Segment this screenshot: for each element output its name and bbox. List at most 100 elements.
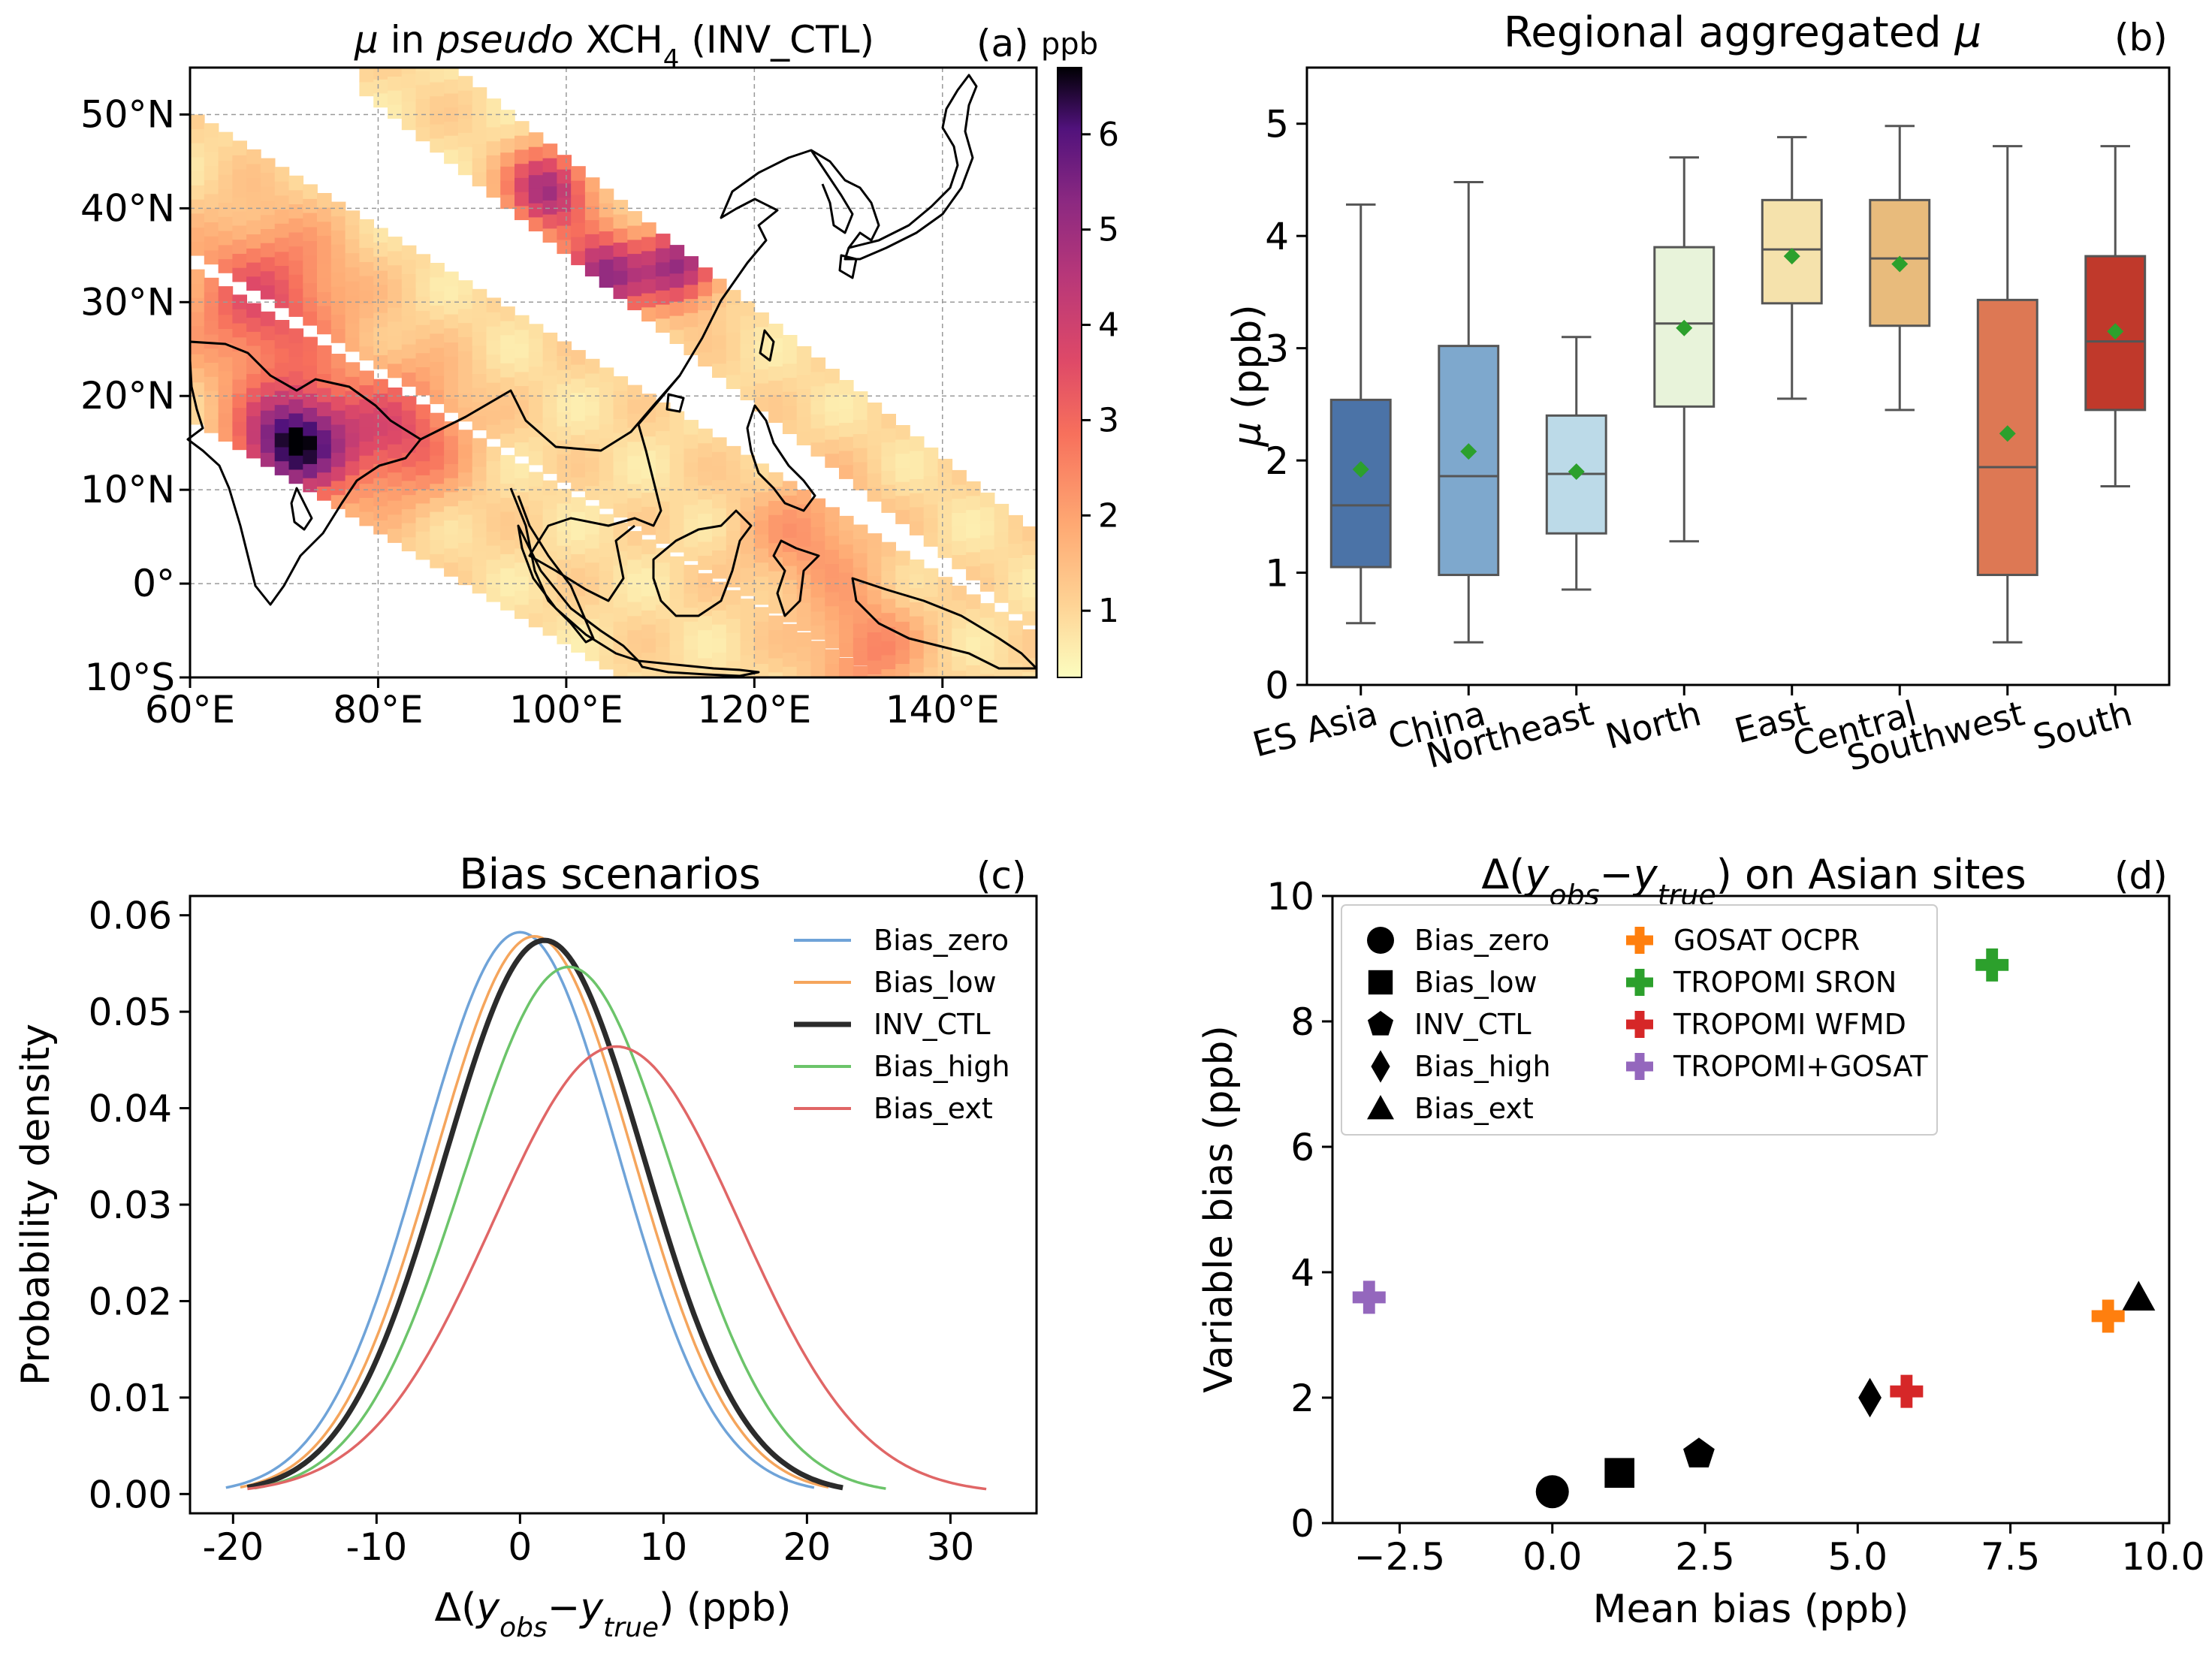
heatmap-cell-swath-2: [190, 128, 205, 143]
heatmap-cell-swath-3: [825, 649, 840, 664]
heatmap-cell-swath-1: [966, 495, 981, 511]
heatmap-cell-swath-3: [190, 283, 205, 298]
heatmap-cell-swath-3: [542, 522, 558, 538]
heatmap-cell-swath-1: [853, 475, 868, 490]
y-tick-label: 10°S: [85, 656, 175, 699]
heatmap-cell-swath-2: [542, 388, 558, 404]
heatmap-cell-swath-1: [937, 529, 953, 544]
heatmap-cell-swath-3: [740, 641, 756, 656]
mean-marker: [1460, 443, 1477, 460]
heatmap-cell-swath-3: [246, 331, 261, 346]
heatmap-cell-swath-2: [528, 351, 544, 367]
heatmap-cell-swath-2: [330, 314, 346, 329]
heatmap-cell-swath-1: [994, 517, 1009, 533]
heatmap-cell-swath-1: [740, 343, 756, 358]
heatmap-cell-swath-2: [542, 445, 558, 460]
panel-d: −2.5 0.0 2.5 5.0 7.5 10.0 0 2 4 6 8 10 Δ(yobs−ytrue…: [1197, 851, 2205, 1632]
heatmap-cell-swath-2: [613, 418, 629, 433]
legend-marker: [1367, 1095, 1394, 1120]
heatmap-cell-swath-2: [684, 518, 699, 533]
heatmap-cell-swath-2: [218, 244, 234, 260]
heatmap-cell-swath-2: [288, 218, 304, 233]
heatmap-cell-swath-1: [641, 292, 656, 308]
heatmap-cell-swath-1: [810, 385, 826, 400]
heatmap-cell-swath-2: [232, 239, 247, 254]
heatmap-cell-swath-2: [232, 140, 247, 155]
heatmap-cell-swath-3: [796, 646, 812, 662]
heatmap-cell-swath-3: [330, 396, 346, 411]
heatmap-cell-swath-1: [740, 385, 756, 400]
heatmap-cell-swath-3: [204, 291, 219, 307]
box-northeast: [1545, 336, 1607, 591]
heatmap-swaths: [190, 68, 1037, 678]
heatmap-cell-swath-3: [401, 522, 417, 538]
heatmap-cell-swath-1: [712, 335, 727, 350]
heatmap-cell-swath-1: [655, 318, 671, 333]
heatmap-cell-swath-2: [246, 177, 261, 192]
heatmap-cell-swath-3: [232, 379, 247, 394]
heatmap-cell-swath-1: [796, 416, 812, 432]
heatmap-cell-swath-3: [260, 382, 276, 397]
heatmap-cell-swath-3: [655, 646, 671, 662]
heatmap-cell-swath-1: [599, 245, 614, 260]
mean-marker: [2107, 323, 2124, 340]
heatmap-cell-swath-2: [726, 460, 741, 475]
heatmap-cell-swath-2: [359, 275, 374, 291]
heatmap-cell-swath-3: [486, 573, 502, 588]
heatmap-cell-swath-2: [895, 621, 910, 636]
heatmap-cell-swath-1: [641, 264, 656, 279]
heatmap-cell-swath-3: [486, 488, 502, 504]
heatmap-cell-swath-2: [528, 450, 544, 466]
heatmap-cell-swath-2: [909, 671, 925, 678]
heatmap-cell-swath-3: [542, 536, 558, 552]
heatmap-cell-swath-3: [232, 309, 247, 324]
coastline-sumatra: [517, 524, 640, 662]
heatmap-cell-swath-1: [1008, 557, 1023, 572]
heatmap-cell-swath-1: [1022, 582, 1037, 598]
heatmap-cell-swath-3: [557, 502, 572, 518]
heatmap-cell-swath-3: [345, 446, 361, 462]
heatmap-cell-swath-3: [373, 449, 388, 464]
heatmap-cell-swath-2: [486, 410, 502, 425]
legend-item: Bias_high: [794, 1050, 1010, 1083]
legend-label: Bias_high: [874, 1050, 1010, 1083]
heatmap-cell-swath-2: [232, 155, 247, 170]
heatmap-cell-swath-1: [359, 81, 374, 97]
heatmap-cell-swath-1: [810, 357, 826, 373]
x-tick-label: 120°E: [697, 688, 811, 731]
heatmap-cell-swath-3: [359, 385, 374, 400]
heatmap-cell-swath-1: [655, 290, 671, 305]
heatmap-cell-swath-1: [388, 104, 403, 119]
heatmap-cell-swath-2: [669, 467, 685, 482]
heatmap-cell-swath-3: [190, 269, 205, 285]
heatmap-cell-swath-2: [853, 538, 868, 554]
heatmap-cell-swath-1: [472, 171, 487, 187]
heatmap-cell-swath-1: [528, 216, 544, 232]
heatmap-cell-swath-2: [260, 285, 276, 300]
colorbar-ticks: 1 2 3 4 5 6: [1082, 116, 1119, 630]
x-tick-label: -10: [346, 1525, 407, 1569]
heatmap-cell-swath-1: [542, 200, 558, 215]
heatmap-cell-swath-3: [303, 463, 318, 478]
heatmap-cell-swath-2: [218, 173, 234, 189]
legend-label: Bias_low: [874, 966, 997, 999]
panel-a-title: μ in pseudo XCH4 (INV_CTL): [354, 18, 874, 74]
heatmap-cell-swath-2: [895, 550, 910, 566]
heatmap-cell-swath-1: [641, 306, 656, 322]
heatmap-cell-swath-3: [415, 404, 431, 419]
heatmap-cell-swath-3: [557, 531, 572, 546]
heatmap-cell-swath-2: [684, 448, 699, 463]
heatmap-cell-swath-2: [684, 504, 699, 519]
heatmap-cell-swath-2: [895, 649, 910, 664]
heatmap-cell-swath-3: [796, 660, 812, 675]
heatmap-cell-swath-1: [669, 245, 685, 260]
heatmap-cell-swath-3: [782, 666, 798, 678]
heatmap-cell-swath-3: [260, 311, 276, 327]
heatmap-cell-swath-2: [613, 404, 629, 419]
heatmap-cell-swath-2: [345, 294, 361, 310]
heatmap-cell-swath-1: [669, 287, 685, 302]
heatmap-cell-swath-2: [303, 226, 318, 242]
mean-marker: [1568, 463, 1585, 481]
heatmap-cell-swath-3: [388, 443, 403, 459]
heatmap-cell-swath-1: [415, 98, 431, 113]
